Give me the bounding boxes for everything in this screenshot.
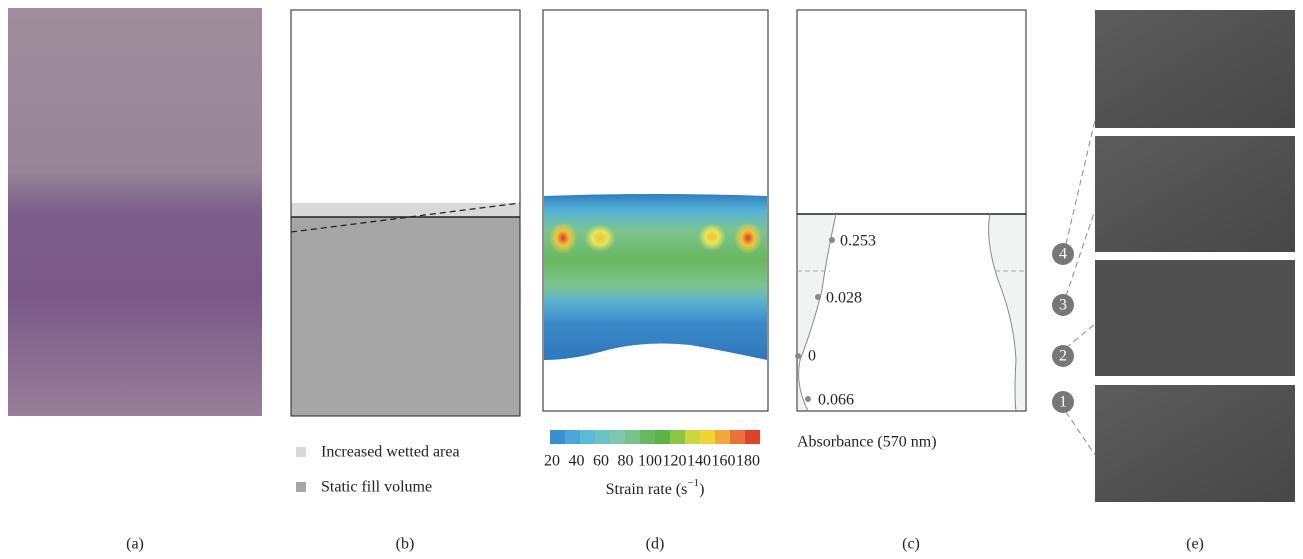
- annotation: 0.066: [818, 392, 854, 409]
- colorbar-segment: [730, 430, 745, 444]
- colorbar-segment: [745, 430, 760, 444]
- axis-label: Absorbance (570 nm): [797, 434, 937, 451]
- colorbar-segment: [610, 430, 625, 444]
- legend-label: Static fill volume: [321, 479, 432, 496]
- colorbar-label: Strain rate (s−1): [606, 477, 705, 498]
- panel-label: (e): [1186, 536, 1204, 553]
- colorbar-segment: [670, 430, 685, 444]
- marker-label: 2: [1059, 348, 1067, 365]
- panel-label: (b): [396, 536, 415, 553]
- panel-d: 20 40 60 80 100 120 140 160 180 Strain rate (s−1…: [542, 9, 769, 498]
- colorbar-segment: [655, 430, 670, 444]
- annotation: 0.028: [826, 290, 862, 307]
- marker-label: 1: [1059, 394, 1067, 411]
- panel-label: (a): [126, 536, 144, 553]
- marker-label: 3: [1059, 297, 1067, 314]
- colorbar-tick-label: 60: [593, 453, 609, 470]
- colorbar-segment: [625, 430, 640, 444]
- colorbar-tick-label: 40: [569, 453, 585, 470]
- colorbar-tick-label: 20: [544, 453, 560, 470]
- colorbar-segment: [565, 430, 580, 444]
- panel-label: (d): [646, 536, 665, 553]
- legend-label: Increased wetted area: [321, 444, 460, 461]
- colorbar-tick-label: 180: [736, 453, 760, 470]
- colorbar-segment: [640, 430, 655, 444]
- colorbar-segment: [700, 430, 715, 444]
- colorbar-tick-label: 100: [638, 453, 662, 470]
- photo: [8, 8, 262, 416]
- annotation: 0: [808, 348, 816, 365]
- marker-circle: [1052, 294, 1074, 316]
- colorbar-segment: [580, 430, 595, 444]
- colorbar-segment: [595, 430, 610, 444]
- marker-circle: [1052, 345, 1074, 367]
- marker-circle: [1052, 243, 1074, 265]
- colorbar-tick-label: 80: [618, 453, 634, 470]
- panel-b: Increased wetted area Static fill volume: [290, 9, 521, 496]
- panel-label: (c): [902, 536, 920, 553]
- colorbar-segment: [685, 430, 700, 444]
- colorbar-segment: [550, 430, 565, 444]
- panel-e: 4 3 2 1: [1052, 10, 1295, 502]
- panel-c: 0.253 0.028 0 0.066 Absorbance (570 nm): [795, 9, 1027, 451]
- marker-circle: [1052, 391, 1074, 413]
- colorbar-tick-label: 160: [712, 453, 736, 470]
- colorbar-tick-label: 120: [663, 453, 687, 470]
- colorbar-segment: [715, 430, 730, 444]
- annotation: 0.253: [840, 233, 876, 250]
- colorbar-tick-label: 140: [687, 453, 711, 470]
- marker-label: 4: [1059, 246, 1067, 263]
